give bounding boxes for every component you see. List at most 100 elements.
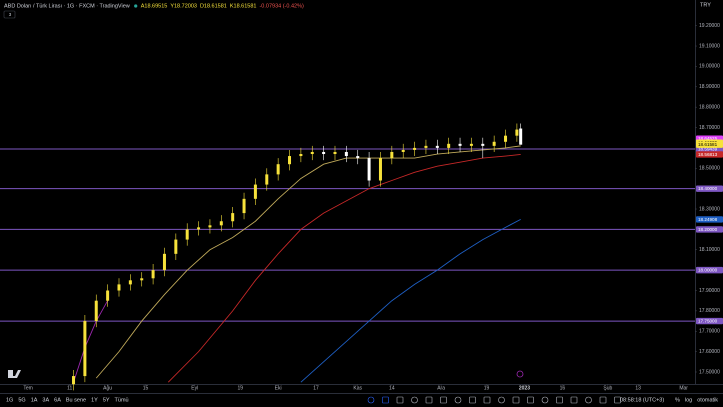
range-button[interactable]: Tümü xyxy=(115,397,129,403)
y-tick-label: 19.20000 xyxy=(699,23,720,29)
x-tick-label: 14 xyxy=(389,385,395,391)
candle-body xyxy=(333,151,337,155)
candle-body xyxy=(413,147,417,150)
indicator-toggle[interactable] xyxy=(3,10,16,19)
candle-body xyxy=(322,151,326,155)
range-button[interactable]: 3A xyxy=(42,397,49,403)
candle-body xyxy=(310,151,314,155)
ohlc-value: D18.61581 xyxy=(200,3,227,9)
candle-body xyxy=(208,225,212,228)
y-tick-label: 19.10000 xyxy=(699,43,720,49)
moving-average xyxy=(95,145,521,379)
x-tick-label: 15 xyxy=(143,385,149,391)
scale-option[interactable]: % xyxy=(675,397,680,403)
price-badge-label: 18.56813 xyxy=(698,152,718,157)
x-tick-label: 19 xyxy=(484,385,490,391)
moving-average xyxy=(300,218,521,383)
ohlc-value: -0.07934 (-0.42%) xyxy=(259,3,303,9)
candle-body xyxy=(424,145,428,148)
y-tick-label: 18.50000 xyxy=(699,166,720,172)
live-indicator xyxy=(134,4,138,8)
drawing-tool-icon[interactable] xyxy=(556,396,563,404)
range-button[interactable]: 1Y xyxy=(91,397,98,403)
level-badge-label: 17.75000 xyxy=(698,318,718,323)
level-badge-label: 18.59439 xyxy=(698,146,718,151)
candle-body xyxy=(219,221,223,226)
price-badge-label: 18.61581 xyxy=(698,142,718,147)
drawing-tool-icon[interactable] xyxy=(469,396,476,404)
drawing-tool-icon[interactable] xyxy=(425,396,433,404)
level-badge-label: 18.40000 xyxy=(698,186,718,191)
chart-title: ABD Doları / Türk Lirası · 1G · FXCM · T… xyxy=(4,3,130,9)
x-tick-label: Tem xyxy=(23,385,32,391)
y-tick-label: 18.90000 xyxy=(699,84,720,90)
drawing-tool-icon[interactable] xyxy=(498,396,505,404)
level-badge-label: 18.00000 xyxy=(698,268,718,273)
tradingview-logo xyxy=(8,370,21,378)
range-button[interactable]: 5Y xyxy=(103,397,110,403)
x-tick-label: Eyl xyxy=(191,385,198,391)
candle-body xyxy=(128,280,132,285)
drawing-tool-icon[interactable] xyxy=(614,396,621,404)
x-tick-label: 13 xyxy=(635,385,641,391)
candle-body xyxy=(344,151,348,157)
range-button[interactable]: 5G xyxy=(18,397,25,403)
candle-body xyxy=(469,143,473,146)
candle-body xyxy=(94,300,98,322)
toolbar: 1G 5G 1A 3A 6A Bu sene 1Y 5Y Tümü 08:58:18 (UTC+3… xyxy=(6,396,718,404)
drawing-tool-icon[interactable] xyxy=(527,396,534,404)
drawing-tool-icon[interactable] xyxy=(512,396,520,404)
drawing-tool-icon[interactable] xyxy=(570,396,578,404)
price-badge xyxy=(696,216,723,223)
scale-option[interactable]: log xyxy=(685,397,692,403)
drawing-tool-icon[interactable] xyxy=(599,396,607,404)
candle-body xyxy=(276,164,280,175)
x-tick-label: 2023 xyxy=(519,385,530,391)
y-tick-label: 17.80000 xyxy=(699,308,720,314)
scale-option[interactable]: otomatik xyxy=(697,397,718,403)
drawing-tool-icon[interactable] xyxy=(411,396,418,404)
y-tick-label: 18.30000 xyxy=(699,206,720,212)
moving-average xyxy=(167,153,521,383)
y-tick-label: 17.60000 xyxy=(699,349,720,355)
drawing-tool-icon[interactable] xyxy=(483,396,491,404)
candle-body xyxy=(253,184,257,199)
y-tick-label: 18.10000 xyxy=(699,247,720,253)
drawing-tool-icon[interactable] xyxy=(382,396,389,404)
range-button[interactable]: 6A xyxy=(54,397,61,403)
price-badge-label: 18.64525 xyxy=(698,136,718,141)
x-tick-label: 19 xyxy=(237,385,243,391)
level-badge xyxy=(696,185,723,192)
candle-body xyxy=(265,174,269,185)
range-button[interactable]: 1G xyxy=(6,397,13,403)
candle-body xyxy=(72,376,76,385)
x-tick-label: 16 xyxy=(560,385,566,391)
candle-body xyxy=(458,143,462,146)
y-tick-label: 17.50000 xyxy=(699,369,720,375)
drawing-tool-icon[interactable] xyxy=(541,396,549,404)
candle-body xyxy=(117,284,121,291)
drawing-tool-icon[interactable] xyxy=(454,396,462,404)
candle-body xyxy=(288,156,292,165)
ohlc-value: K18.61581 xyxy=(230,3,257,9)
drawing-tool-icon[interactable] xyxy=(585,396,592,404)
currency-label[interactable]: TRY xyxy=(700,2,711,8)
candle-body xyxy=(492,141,496,146)
y-tick-label: 17.90000 xyxy=(699,288,720,294)
ohlc-value: A18.69515 xyxy=(141,3,168,9)
candle-body xyxy=(356,156,360,159)
range-button[interactable]: Bu sene xyxy=(66,397,86,403)
candle-body xyxy=(519,128,523,145)
x-tick-label: Şub xyxy=(603,385,612,391)
drawing-tool-icon[interactable] xyxy=(440,396,447,404)
y-tick-label: 17.70000 xyxy=(699,329,720,335)
drawing-tool-icon[interactable] xyxy=(396,396,404,404)
event-marker[interactable] xyxy=(516,370,524,378)
clock: 08:58:18 (UTC+3) xyxy=(620,397,664,403)
ohlc-legend: A18.69515 Y18.72003 D18.61581 K18.61581 -0.0… xyxy=(141,3,304,9)
x-tick-label: 17 xyxy=(313,385,319,391)
x-tick-label: Eki xyxy=(275,385,282,391)
x-tick-label: 11 xyxy=(67,385,72,391)
range-button[interactable]: 1A xyxy=(31,397,38,403)
drawing-tool-icon[interactable] xyxy=(367,396,375,404)
